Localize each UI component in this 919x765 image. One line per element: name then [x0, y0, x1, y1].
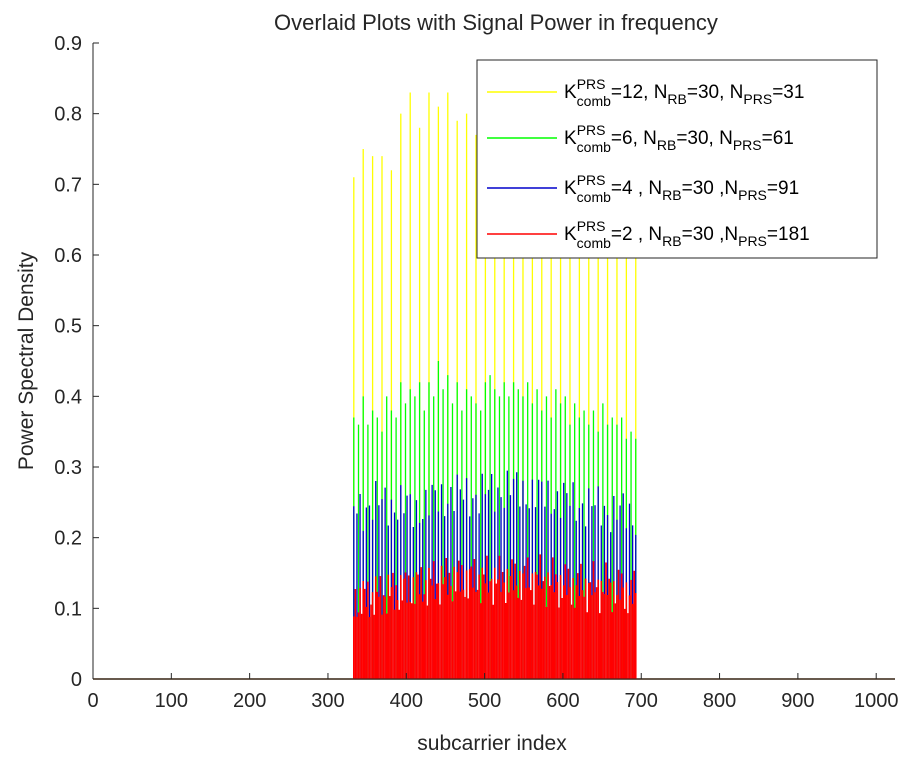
x-tick-label: 1000: [854, 690, 899, 712]
legend-label-part: RB: [667, 91, 686, 107]
x-tick-label: 0: [87, 690, 98, 712]
x-tick-label: 100: [155, 690, 188, 712]
legend-label-part: =61: [762, 128, 794, 149]
legend-label-part: PRS: [733, 137, 762, 153]
y-tick-label: 0.5: [54, 316, 82, 338]
chart-title: Overlaid Plots with Signal Power in freq…: [274, 10, 718, 35]
legend-label-part: comb: [577, 189, 611, 205]
y-tick-label: 0.6: [54, 245, 82, 267]
y-tick-label: 0.8: [54, 104, 82, 126]
y-tick-label: 0.9: [54, 33, 82, 55]
legend-label-part: PRS: [743, 91, 772, 107]
legend-label-part: =4 , N: [611, 178, 662, 199]
axes: 0 100 200 300 400 500 600 700 800 900 1000 0 0.1 0.2 0…: [54, 33, 898, 712]
legend-label-part: K: [564, 128, 577, 149]
legend-label-part: K: [564, 178, 577, 199]
y-tick-label: 0: [71, 669, 82, 691]
legend-label-part: RB: [657, 137, 676, 153]
y-tick-label: 0.1: [54, 598, 82, 620]
legend-label-part: =30, N: [676, 128, 733, 149]
legend-label-part: PRS: [577, 122, 606, 138]
legend-label-part: PRS: [577, 172, 606, 188]
x-tick-label: 200: [233, 690, 266, 712]
legend-label-part: comb: [577, 235, 611, 251]
legend-label-part: =30 ,N: [682, 224, 739, 245]
legend-label-part: =30, N: [687, 82, 744, 103]
legend-label-part: =91: [767, 178, 799, 199]
legend-label-part: =30 ,N: [682, 178, 739, 199]
legend-label-part: =31: [772, 82, 804, 103]
y-tick-label: 0.7: [54, 174, 82, 196]
x-tick-label: 800: [703, 690, 736, 712]
x-tick-label: 600: [546, 690, 579, 712]
legend-label-part: =2 , N: [611, 224, 662, 245]
legend-box: [476, 59, 878, 259]
y-tick-label: 0.2: [54, 528, 82, 550]
legend-label-part: PRS: [738, 233, 767, 249]
legend-label-part: RB: [662, 233, 681, 249]
legend-label: KPRS comb=6, NRB=30, NPRS=61: [564, 122, 794, 155]
legend-label-part: K: [564, 82, 577, 103]
legend-label-part: comb: [577, 139, 611, 155]
y-tick-label: 0.4: [54, 386, 82, 408]
x-tick-label: 500: [468, 690, 501, 712]
legend-label-part: PRS: [738, 187, 767, 203]
legend-label: KPRS comb=2 , NRB=30 ,NPRS=181: [564, 218, 810, 251]
legend-label-part: =181: [767, 224, 810, 245]
legend-label: KPRS comb=4 , NRB=30 ,NPRS=91: [564, 172, 799, 205]
series-4: [93, 554, 895, 680]
legend-label-part: =12, N: [611, 82, 668, 103]
legend-label: KPRS comb=12, NRB=30, NPRS=31: [564, 76, 804, 109]
legend-label-part: RB: [662, 187, 681, 203]
legend-label-part: K: [564, 224, 577, 245]
legend-label-part: =6, N: [611, 128, 657, 149]
x-tick-label: 700: [625, 690, 658, 712]
y-axis-label: Power Spectral Density: [15, 251, 38, 470]
x-tick-label: 900: [781, 690, 814, 712]
x-axis-label: subcarrier index: [417, 732, 567, 755]
legend-label-part: PRS: [577, 218, 606, 234]
y-tick-label: 0.3: [54, 457, 82, 479]
legend-label-part: comb: [577, 93, 611, 109]
x-tick-label: 400: [390, 690, 423, 712]
legend-label-part: PRS: [577, 76, 606, 92]
x-tick-label: 300: [311, 690, 344, 712]
